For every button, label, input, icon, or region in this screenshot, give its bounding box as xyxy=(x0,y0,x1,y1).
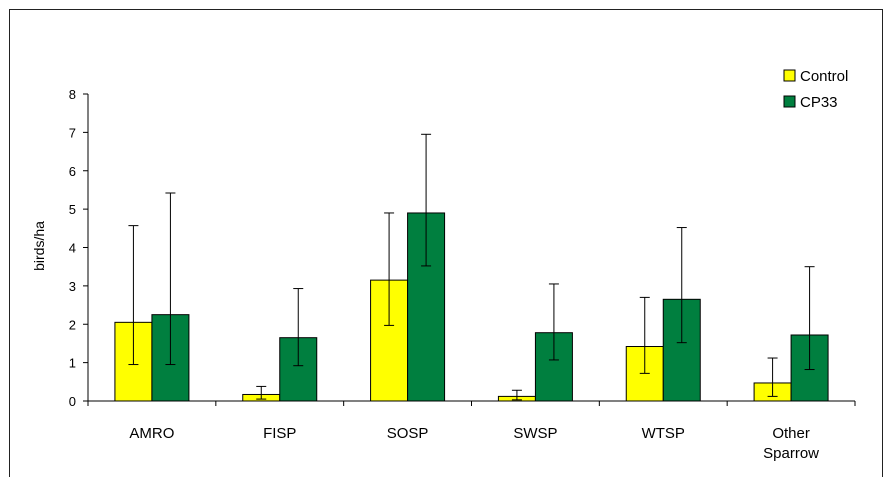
x-tick-label: AMRO xyxy=(129,425,174,442)
legend-label: CP33 xyxy=(800,94,838,111)
x-tick-label: SOSP xyxy=(387,425,429,442)
y-tick-label: 8 xyxy=(69,87,76,102)
y-tick-label: 4 xyxy=(69,241,76,256)
chart-frame xyxy=(9,9,883,477)
legend: Control CP33 xyxy=(783,68,848,111)
y-tick-label: 7 xyxy=(69,125,76,140)
y-tick-label: 2 xyxy=(69,317,76,332)
legend-swatch xyxy=(783,95,796,108)
y-tick-label: 3 xyxy=(69,279,76,294)
x-tick-label: Other xyxy=(772,425,810,442)
y-axis-title: birds/ha xyxy=(31,221,47,271)
bars-group xyxy=(114,212,829,402)
x-tick-label: SWSP xyxy=(513,425,557,442)
y-tick-label: 6 xyxy=(69,164,76,179)
x-axis xyxy=(87,400,856,406)
x-tick-label: FISP xyxy=(263,425,296,442)
x-tick-labels: AMRO FISP SOSP SWSP WTSP Other Sparrow xyxy=(129,425,819,462)
x-tick-label: Sparrow xyxy=(763,445,819,462)
y-axis: 0 1 2 3 4 5 6 7 8 xyxy=(69,87,89,409)
legend-label: Control xyxy=(800,68,848,85)
error-bars-group xyxy=(128,133,815,401)
x-tick-label: WTSP xyxy=(642,425,685,442)
y-tick-label: 5 xyxy=(69,202,76,217)
y-tick-label: 1 xyxy=(69,356,76,371)
y-tick-label: 0 xyxy=(69,394,76,409)
legend-swatch xyxy=(783,69,796,82)
